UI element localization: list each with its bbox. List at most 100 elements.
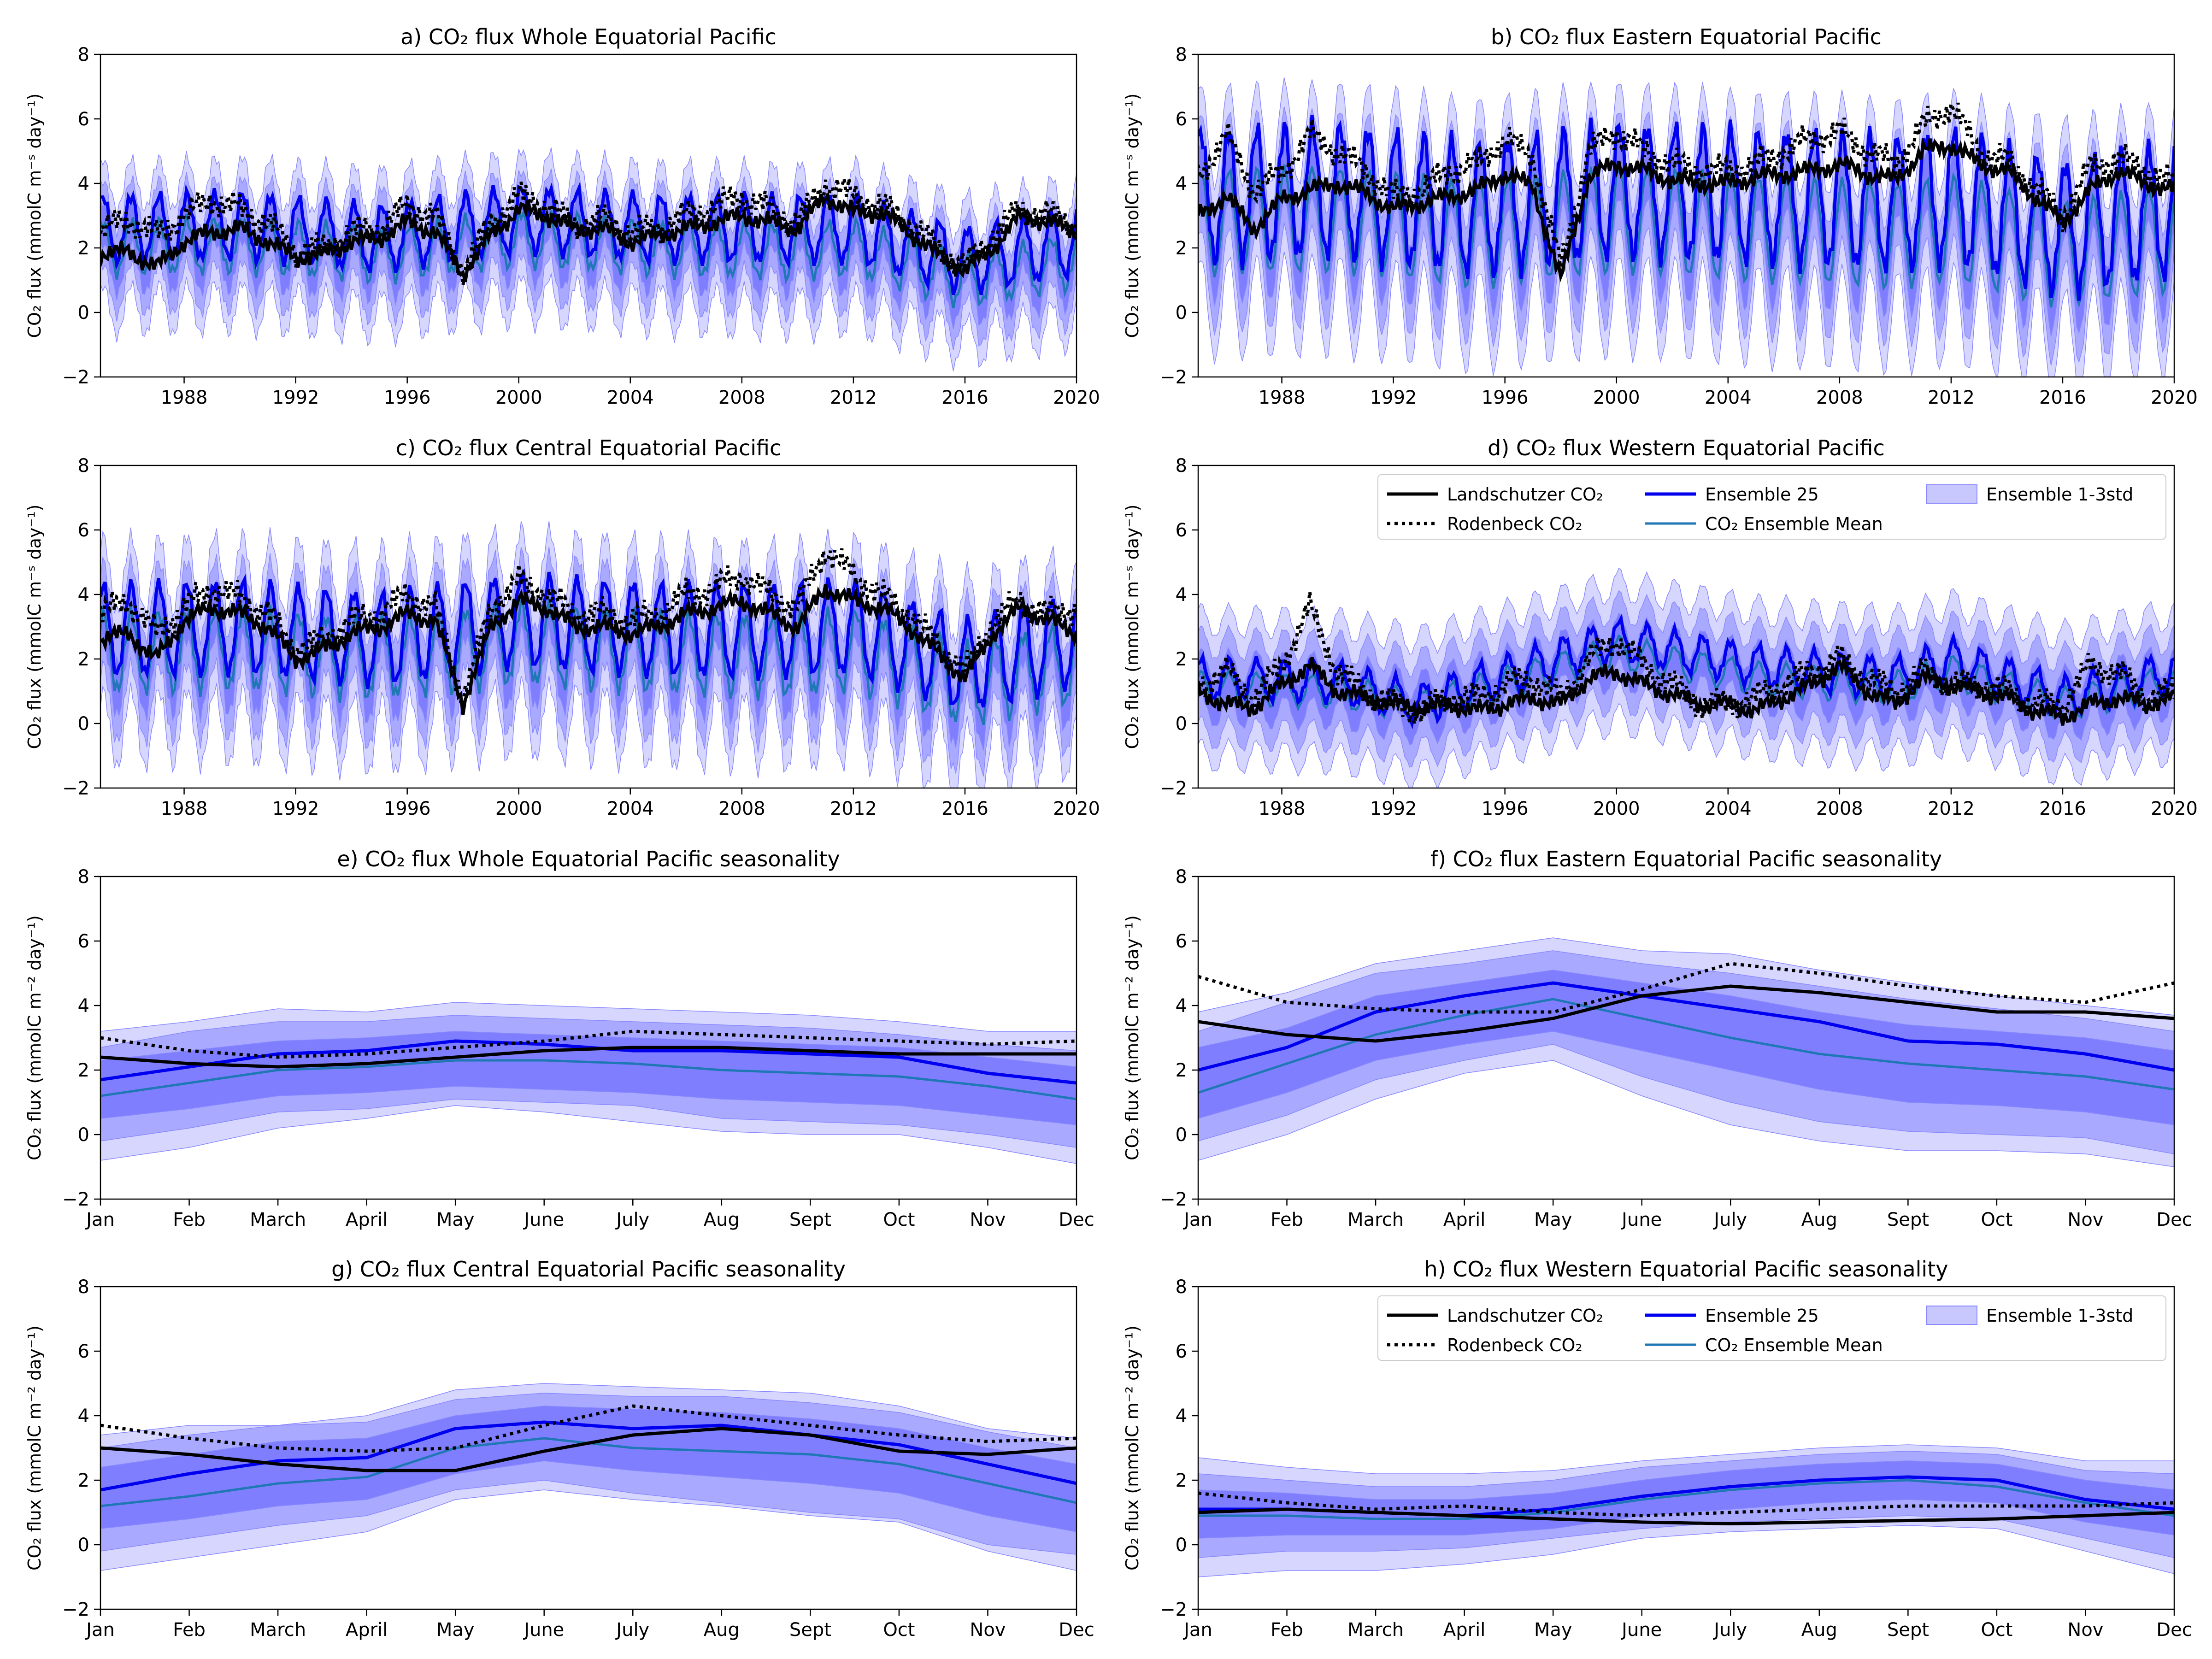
x-tick-label: June [523,1619,564,1641]
landschutzer-line [1198,138,2174,283]
landschutzer-line [100,584,1077,715]
plot-area [1198,567,2174,788]
y-tick-label: 4 [1176,1406,1187,1427]
x-tick-label: Jan [1182,1619,1212,1641]
y-tick-label: −2 [62,367,89,388]
y-tick-label: 6 [1176,109,1187,130]
chart-title: f) CO₂ flux Eastern Equatorial Pacific s… [1430,847,1942,871]
y-tick-label: 4 [1176,584,1187,606]
y-tick-label: 8 [1176,455,1187,477]
ensemble-25-line [1198,981,2174,1072]
axes-frame [100,876,1077,1200]
x-tick-label: 1988 [1259,387,1306,408]
panel-a: −2 0 2 4 6 8 1988 1992 1996 2000 2004 2008 2012 2016 2… [24,24,1100,408]
x-tick-label: March [250,1619,306,1641]
y-tick-label: 2 [1176,238,1187,259]
y-tick-label: 6 [78,109,89,130]
y-axis-label: CO₂ flux (mmolC m⁻² day⁻¹) [24,915,45,1160]
rodenbeck-line [1198,1491,2174,1518]
x-tick-label: Jan [85,1209,115,1230]
chart-title: h) CO₂ flux Western Equatorial Pacific s… [1424,1257,1948,1282]
x-tick-label: Sept [1887,1619,1929,1641]
x-tick-label: 2020 [2151,798,2198,819]
x-tick-label: Jan [1182,1209,1212,1230]
x-tick-label: 2000 [1593,387,1640,408]
axes-frame [1197,53,2175,378]
x-tick-label: Nov [970,1209,1006,1230]
legend-label-ensemble_mean: CO₂ Ensemble Mean [1705,1335,1883,1355]
x-tick-label: 2004 [1705,387,1752,408]
y-tick-label: 0 [78,1124,89,1146]
y-tick-label: 4 [78,584,89,606]
x-tick-label: July [615,1209,649,1230]
x-tick-label: Feb [1271,1619,1303,1641]
plot-area [100,1002,1077,1164]
x-tick-label: Nov [970,1619,1006,1641]
x-tick-label: Nov [2067,1209,2103,1230]
x-tick-label: May [436,1619,475,1641]
ensemble-25-line [1198,115,2174,301]
x-tick-label: Aug [1801,1619,1837,1641]
plot-area [1198,1444,2174,1577]
x-tick-label: March [1347,1619,1404,1641]
x-tick-label: 1992 [272,387,319,408]
ensemble-mean-line [1198,1479,2174,1520]
y-tick-label: 2 [1176,649,1187,670]
chart-title: g) CO₂ flux Central Equatorial Pacific s… [331,1257,846,1282]
panel-f: −2 0 2 4 6 8 Jan Feb March April May June July Aug Sep… [1122,847,2192,1230]
legend-label-ensemble25: Ensemble 25 [1705,484,1819,505]
legend: Landschutzer CO₂ Rodenbeck CO₂ Ensemble 25… [1377,1295,2166,1361]
x-tick-label: 2004 [1705,798,1752,819]
x-tick-label: 2008 [1816,798,1863,819]
plot-area [1198,77,2174,377]
x-tick-label: March [250,1209,306,1230]
x-tick-label: Oct [1981,1619,2012,1641]
legend-label-rodenbeck: Rodenbeck CO₂ [1447,514,1583,534]
ensemble-mean-line [1198,164,2174,308]
x-tick-label: 2008 [718,387,765,408]
x-tick-label: Aug [1801,1209,1837,1230]
x-tick-label: 1988 [1259,798,1306,819]
x-tick-label: July [1712,1619,1747,1641]
legend-label-landschutzer: Landschutzer CO₂ [1447,1306,1603,1326]
legend-label-rodenbeck: Rodenbeck CO₂ [1447,1335,1583,1355]
y-tick-label: 0 [1176,713,1187,735]
y-axis-label: CO₂ flux (mmolC m⁻² day⁻¹) [1122,1325,1142,1571]
y-tick-label: 8 [78,866,89,888]
axes-frame [100,1286,1077,1610]
y-tick-label: 6 [1176,931,1187,952]
x-tick-label: Sept [789,1209,831,1230]
y-tick-label: 6 [1176,520,1187,541]
x-tick-label: June [1620,1209,1662,1230]
landschutzer-line [100,192,1077,282]
x-tick-label: May [1534,1619,1572,1641]
y-tick-label: −2 [1160,367,1187,388]
plot-area [1198,937,2174,1167]
landschutzer-line [1198,984,2174,1043]
x-tick-label: 2020 [1053,387,1100,408]
legend-label-ensemble25: Ensemble 25 [1705,1306,1819,1326]
y-tick-label: 2 [1176,1060,1187,1081]
x-tick-label: Feb [1271,1209,1303,1230]
x-tick-label: 2000 [495,387,542,408]
chart-title: d) CO₂ flux Western Equatorial Pacific [1488,435,1885,460]
legend-swatch-band [1926,1306,1977,1325]
x-tick-label: Oct [883,1209,915,1230]
x-tick-label: Sept [789,1619,831,1641]
y-tick-label: 8 [1176,44,1187,65]
panel-g: −2 0 2 4 6 8 Jan Feb March April May June July Aug Sep… [24,1257,1094,1641]
y-tick-label: 0 [1176,1535,1187,1556]
panel-c: −2 0 2 4 6 8 1988 1992 1996 2000 2004 2008 2012 2016 2… [24,435,1100,819]
legend-label-ensemble_mean: CO₂ Ensemble Mean [1705,514,1883,534]
y-tick-label: 8 [1176,866,1187,888]
y-tick-label: 0 [78,1535,89,1556]
panel-d: −2 0 2 4 6 8 1988 1992 1996 2000 2004 2008 2012 2016 2… [1122,435,2198,819]
y-tick-label: 2 [78,1470,89,1491]
x-tick-label: 2012 [1928,387,1975,408]
y-tick-label: 2 [78,238,89,259]
y-axis-label: CO₂ flux (mmolC m⁻ˢ day⁻¹) [24,94,45,338]
x-tick-label: Dec [2156,1619,2192,1641]
x-tick-label: 1996 [384,387,431,408]
y-tick-label: 6 [78,931,89,952]
